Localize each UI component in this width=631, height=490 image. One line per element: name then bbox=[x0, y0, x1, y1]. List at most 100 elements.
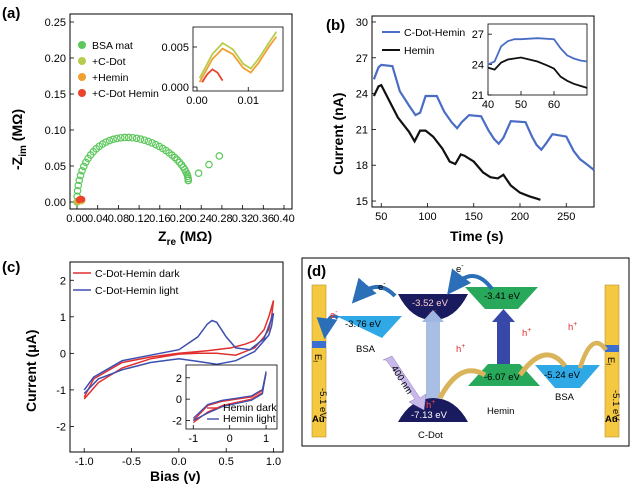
panel-b-label: (b) bbox=[326, 17, 345, 34]
panel-c-data bbox=[83, 300, 275, 400]
bsa-point bbox=[140, 136, 149, 144]
a-inset-series-1 bbox=[198, 36, 278, 83]
panel-c-ticks: -1.0 -0.5 0.0 0.5 1.0 2 1 0 -1 -2 bbox=[56, 275, 281, 468]
series-3-point bbox=[78, 196, 86, 203]
h-label-3: h+ bbox=[568, 321, 577, 333]
c-inset-xtick-label: -1 bbox=[188, 433, 198, 445]
a-xtick-label: 0.08 bbox=[108, 213, 129, 225]
panel-a-inset: 0.00 0.01 0.000 0.005 bbox=[161, 31, 278, 107]
panel-a-inset-frame bbox=[192, 26, 284, 92]
a-ytick-label: 0.25 bbox=[45, 17, 66, 29]
e-label-1: e- bbox=[378, 281, 386, 293]
e-transfer-bsa-au bbox=[316, 314, 340, 340]
cdot-lumo-level bbox=[398, 294, 468, 320]
ef-right: Ef bbox=[604, 357, 616, 365]
hemin-lumo-level bbox=[465, 287, 538, 309]
a-xtick-label: 0.04 bbox=[87, 213, 108, 225]
a-xtick-label: 0.40 bbox=[273, 213, 294, 225]
b-inset-ytick-label: 24 bbox=[472, 60, 484, 72]
au-electrode-right bbox=[604, 284, 620, 438]
b-ytick-label: 27 bbox=[356, 53, 368, 65]
panel-c-inset-frame bbox=[185, 364, 278, 430]
panel-a-frame bbox=[69, 13, 293, 210]
b-ytick-label: 21 bbox=[356, 124, 368, 136]
c-xtick-label: 0.0 bbox=[171, 456, 186, 468]
cdot-excitation-bar bbox=[426, 320, 440, 398]
b-ytick-label: 24 bbox=[356, 89, 368, 101]
cdot-excitation-head bbox=[422, 310, 444, 322]
b-xtick-label: 100 bbox=[418, 211, 436, 223]
bsa-point bbox=[124, 133, 133, 142]
bsa-point bbox=[170, 153, 179, 162]
c-ytick-label: 1 bbox=[60, 312, 66, 324]
a-xtick-label: 0.12 bbox=[128, 213, 149, 225]
bsa-point bbox=[78, 167, 86, 175]
bsa-right-energy: -5.24 eV bbox=[544, 370, 581, 381]
a-inset-ytick-label: 0.000 bbox=[161, 82, 189, 94]
a-inset-xtick-label: 0.00 bbox=[186, 95, 207, 107]
legend-c-light: C-Dot-Hemin light bbox=[95, 285, 179, 297]
bsa-point bbox=[148, 139, 156, 147]
light-arrow bbox=[382, 355, 427, 411]
panel-a-legend: BSA mat +C-Dot +Hemin +C-Dot Hemin bbox=[78, 40, 159, 100]
legend-c-dot: +C-Dot bbox=[92, 56, 126, 68]
bsa-left-energy: -3.76 eV bbox=[345, 319, 382, 330]
b-xtick-label: 250 bbox=[557, 211, 575, 223]
b-inset-xtick-label: 50 bbox=[515, 99, 527, 111]
bsa-point bbox=[74, 181, 83, 190]
e-transfer-cdot-bsa bbox=[351, 277, 397, 304]
b-ytick-label: 18 bbox=[356, 160, 368, 172]
bsa-point bbox=[109, 135, 117, 144]
a-ytick-label: 0.00 bbox=[45, 197, 66, 209]
c-inset-ytick-label: 0 bbox=[176, 394, 182, 406]
b-inset-xtick-label: 40 bbox=[482, 99, 494, 111]
panel-b-data bbox=[372, 63, 595, 201]
c-ytick-label: 2 bbox=[60, 275, 66, 287]
bsa-left-name: BSA bbox=[356, 344, 376, 355]
b-ytick-label: 15 bbox=[356, 196, 368, 208]
panel-c-label: (c) bbox=[2, 259, 20, 276]
hemin-homo-energy: -6.07 eV bbox=[484, 372, 521, 383]
c-inset-ytick-label: -2 bbox=[172, 415, 182, 427]
panel-b-legend: C-Dot-Hemin Hemin bbox=[382, 27, 465, 57]
c-inset-xtick-label: 1 bbox=[263, 433, 269, 445]
panel-a-xlabel: Zre (MΩ) bbox=[158, 228, 212, 248]
c-inset-light bbox=[192, 371, 267, 422]
h-transfer-bsa-au bbox=[577, 340, 608, 369]
e-transfer-hemin-cdot bbox=[447, 268, 494, 295]
b-inset-cdh bbox=[487, 37, 588, 66]
bsa-point bbox=[117, 133, 125, 142]
b-xtick-label: 200 bbox=[511, 211, 529, 223]
bsa-point bbox=[151, 140, 160, 149]
panel-b-inset-frame bbox=[487, 23, 588, 96]
legend-c-dot-hemin: +C-Dot Hemin bbox=[92, 88, 159, 100]
e-label-3: e- bbox=[456, 263, 464, 275]
a-xtick-label: 0.20 bbox=[170, 213, 191, 225]
panel-c-inset-legend: Hemin dark Hemin light bbox=[207, 402, 277, 425]
b-inset-ytick-label: 21 bbox=[472, 90, 484, 102]
panel-c-ylabel: Current (μA) bbox=[23, 330, 39, 412]
a-ytick-label: 0.05 bbox=[45, 161, 66, 173]
b-xtick-label: 150 bbox=[465, 211, 483, 223]
panel-d: (d) Au -5.1 eV Ef Au -5.1 eV Ef -3.76 eV… bbox=[301, 257, 630, 447]
au-right-wf: -5.1 eV bbox=[610, 390, 621, 421]
c-ytick-label: -1 bbox=[56, 385, 66, 397]
a-xtick-label: 0.24 bbox=[190, 213, 211, 225]
fermi-level-right bbox=[605, 345, 619, 352]
bsa-point bbox=[136, 135, 145, 143]
panel-a-ticks: 0.00 0.04 0.08 0.12 0.16 0.20 0.24 0.28 0.32 0.36… bbox=[45, 17, 295, 225]
legend-c-inset-light: Hemin light bbox=[223, 413, 276, 425]
legend-bsa-mat: BSA mat bbox=[92, 40, 133, 52]
bsa-tail-point bbox=[205, 160, 213, 169]
b-inset-ytick-label: 27 bbox=[472, 29, 484, 41]
bsa-point bbox=[132, 134, 141, 143]
au-left-label: Au bbox=[312, 414, 325, 425]
h-transfer-hemin-bsa bbox=[517, 352, 567, 377]
bsa-point bbox=[75, 176, 84, 185]
panel-b-frame bbox=[371, 15, 595, 208]
legend-b-hemin: Hemin bbox=[404, 45, 435, 57]
bsa-right-level bbox=[535, 365, 600, 388]
a-xtick-label: 0.36 bbox=[253, 213, 274, 225]
hemin-excitation-head bbox=[492, 309, 515, 322]
panel-c-frame bbox=[69, 261, 284, 453]
